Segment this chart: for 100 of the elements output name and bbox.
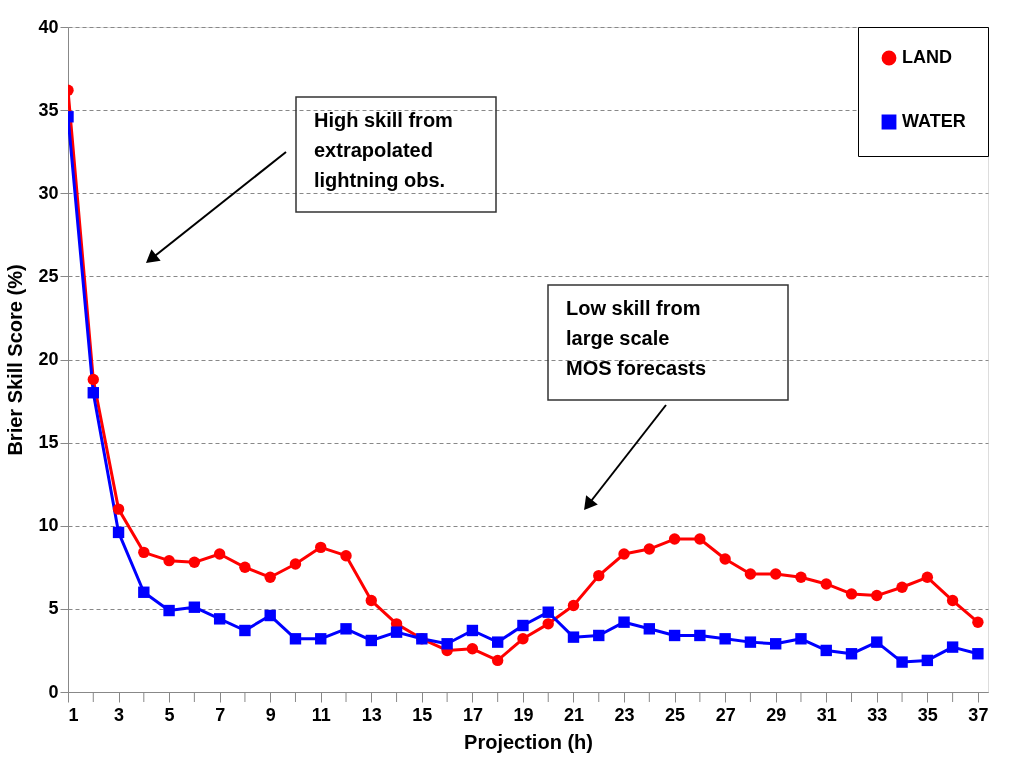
point <box>618 616 630 628</box>
point <box>466 643 479 655</box>
point <box>87 373 99 386</box>
point <box>87 387 99 399</box>
x-tick-label: 1 <box>68 704 79 725</box>
annotation: High skill from extrapolated lightning obs. <box>314 109 453 191</box>
point <box>845 588 858 600</box>
x-tick-label: 29 <box>766 704 787 725</box>
point <box>845 648 858 660</box>
point <box>340 549 352 562</box>
point <box>871 589 883 602</box>
point <box>769 638 782 650</box>
point <box>593 569 605 582</box>
y-tick-label: 20 <box>38 349 59 369</box>
x-tick-label: 31 <box>816 704 837 725</box>
point <box>239 561 251 573</box>
x-tick-label: 11 <box>311 704 331 725</box>
x-tick-label: 17 <box>462 704 483 725</box>
y-tick-label: 5 <box>48 598 59 619</box>
point <box>138 586 150 598</box>
y-tick-label: 40 <box>38 16 59 37</box>
point <box>517 633 529 645</box>
point <box>643 623 656 635</box>
point <box>365 634 377 647</box>
point <box>744 636 757 648</box>
x-tick-label: 5 <box>164 704 175 725</box>
point <box>188 601 201 613</box>
x-tick-label: 15 <box>412 704 433 725</box>
point <box>744 568 757 580</box>
point <box>390 626 403 638</box>
point <box>163 604 175 617</box>
x-tick-label: 19 <box>513 704 534 725</box>
point <box>138 546 150 559</box>
point <box>112 526 125 539</box>
point <box>820 644 832 657</box>
point <box>567 631 580 643</box>
point <box>315 633 327 645</box>
point <box>972 648 984 660</box>
point <box>567 599 580 612</box>
point <box>213 613 226 625</box>
point <box>871 636 883 648</box>
point <box>163 554 175 567</box>
y-axis-title: Brier Skill Score (%) <box>4 264 27 456</box>
point <box>593 629 605 642</box>
point <box>719 553 731 565</box>
point <box>264 609 276 622</box>
point <box>542 606 554 618</box>
point <box>239 624 251 637</box>
point <box>921 654 934 667</box>
x-axis-title: Projection (h) <box>464 730 593 753</box>
x-tick-label: 21 <box>563 704 585 725</box>
point <box>112 503 125 515</box>
point <box>618 548 630 560</box>
x-tick-label: 3 <box>114 704 125 725</box>
y-tick-label: 10 <box>38 515 59 536</box>
point <box>441 638 453 650</box>
y-tick-label: 30 <box>38 182 59 203</box>
point <box>972 616 984 628</box>
point <box>921 571 934 583</box>
point <box>542 618 554 630</box>
point <box>188 556 201 569</box>
annotation: Low skill from large scale MOS forecasts <box>566 297 707 379</box>
point <box>719 633 731 645</box>
x-tick-label: 9 <box>265 704 276 725</box>
point <box>491 654 504 667</box>
x-tick-label: 35 <box>917 704 938 725</box>
point <box>946 594 959 607</box>
point <box>315 541 327 554</box>
x-tick-label: 25 <box>665 704 686 725</box>
point <box>340 623 352 635</box>
y-tick-label: 35 <box>38 99 59 120</box>
point <box>365 594 377 607</box>
point <box>491 636 504 648</box>
x-tick-label: 23 <box>614 704 635 725</box>
x-tick-label: 27 <box>715 704 736 725</box>
point <box>213 548 226 560</box>
point <box>795 633 807 645</box>
y-tick-label: 25 <box>38 265 59 286</box>
point <box>694 533 706 545</box>
x-tick-label: 7 <box>215 704 226 725</box>
x-tick-label: 13 <box>361 704 382 725</box>
point <box>896 656 908 668</box>
x-tick-label: 33 <box>867 704 888 725</box>
point <box>896 581 908 593</box>
point <box>820 578 832 590</box>
y-tick-label: 0 <box>48 681 59 702</box>
point <box>668 533 681 545</box>
point <box>466 624 479 637</box>
point <box>289 633 302 645</box>
point <box>289 558 302 570</box>
y-tick-label: 15 <box>38 432 59 453</box>
point <box>946 641 959 653</box>
point <box>643 543 656 555</box>
point <box>668 629 681 642</box>
point <box>694 629 706 642</box>
point <box>769 568 782 580</box>
x-tick-label: 37 <box>968 704 989 725</box>
point <box>517 619 529 632</box>
point <box>264 571 276 583</box>
legend-label: WATER <box>902 111 966 131</box>
